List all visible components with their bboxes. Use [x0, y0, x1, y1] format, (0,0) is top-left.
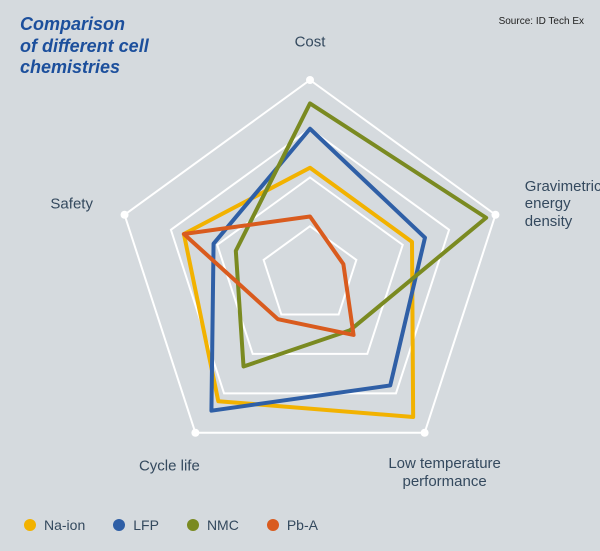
source-prefix: Source: — [499, 16, 536, 27]
source-text: ID Tech Ex — [536, 16, 584, 27]
vertex-dot — [191, 429, 199, 437]
legend-label: Na-ion — [44, 517, 85, 533]
vertex-dot — [491, 211, 499, 219]
chart-title: Comparisonof different cellchemistries — [20, 14, 149, 79]
legend-item-naion: Na-ion — [24, 517, 85, 533]
legend-swatch — [267, 519, 279, 531]
legend-swatch — [187, 519, 199, 531]
vertex-dot — [306, 76, 314, 84]
vertex-dot — [121, 211, 129, 219]
radar-chart — [0, 0, 600, 551]
legend-item-lfp: LFP — [113, 517, 159, 533]
legend-label: LFP — [133, 517, 159, 533]
legend-item-nmc: NMC — [187, 517, 239, 533]
legend: Na-ion LFP NMC Pb-A — [24, 517, 318, 533]
vertex-dot — [421, 429, 429, 437]
legend-label: NMC — [207, 517, 239, 533]
legend-item-pba: Pb-A — [267, 517, 318, 533]
legend-label: Pb-A — [287, 517, 318, 533]
source-attribution: Source: ID Tech Ex — [499, 16, 584, 27]
legend-swatch — [24, 519, 36, 531]
legend-swatch — [113, 519, 125, 531]
